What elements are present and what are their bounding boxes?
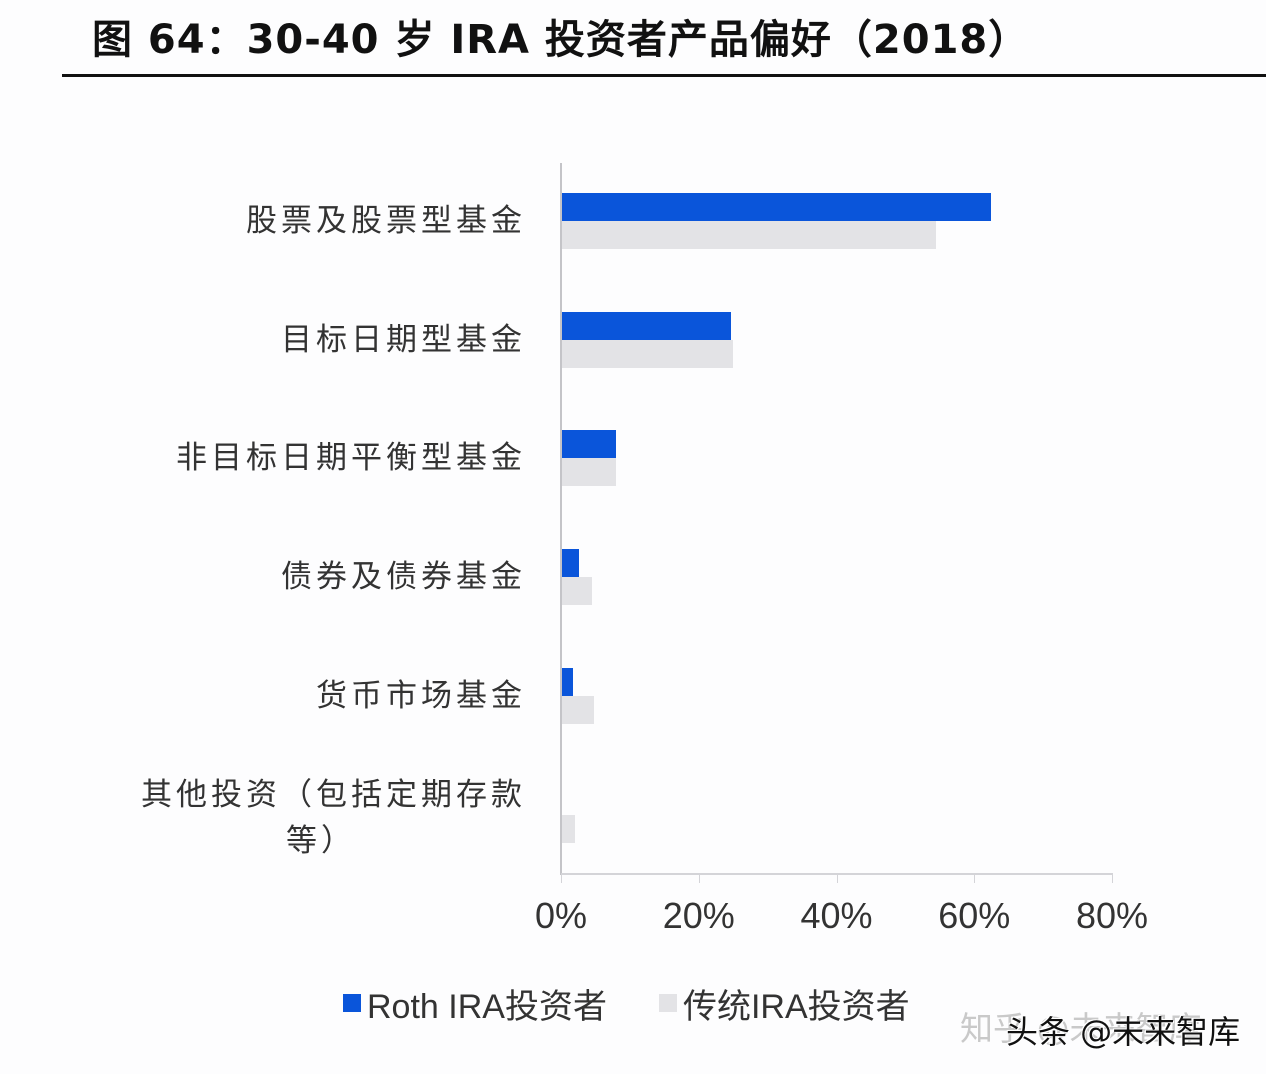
x-tick-label: 0% (534, 895, 588, 936)
bar-traditional (562, 221, 936, 249)
category-label-line: 债券及债券基金 (281, 559, 526, 595)
legend-label-roth: Roth IRA投资者 (367, 987, 607, 1026)
x-tick-label: 20% (662, 895, 735, 936)
watermark: 知乎 @未来智库 头条 @未来智库 (960, 1002, 1260, 1052)
category-label-line: 目标日期型基金 (281, 322, 526, 358)
x-tick-label: 80% (1075, 895, 1149, 936)
category-label-line: 货币市场基金 (316, 678, 526, 714)
x-tick (1112, 873, 1113, 883)
watermark-toutiao: 头条 @未来智库 (1006, 1013, 1241, 1051)
category-label: 货币市场基金 (316, 673, 526, 719)
bar-roth (562, 430, 617, 458)
bar-roth (562, 549, 579, 577)
x-tick-label: 40% (800, 895, 873, 936)
legend-swatch-roth (343, 994, 361, 1012)
category-label: 债券及债券基金 (281, 554, 526, 600)
x-tick (974, 873, 976, 883)
bar-traditional (562, 577, 592, 605)
legend-label-traditional: 传统IRA投资者 (682, 987, 910, 1026)
chart-title: 图 64：30-40 岁 IRA 投资者产品偏好（2018） (92, 17, 1030, 63)
category-label: 股票及股票型基金 (246, 198, 526, 244)
bar-traditional (562, 340, 734, 368)
legend-item-traditional: 传统IRA投资者 (658, 979, 910, 1028)
category-label: 非目标日期平衡型基金 (176, 435, 526, 481)
bar-roth (562, 312, 732, 340)
category-label: 目标日期型基金 (281, 317, 526, 363)
bar-traditional (562, 696, 595, 724)
x-tick-label: 60% (938, 895, 1011, 936)
legend-item-roth: Roth IRA投资者 (343, 979, 607, 1028)
bar-traditional (562, 458, 617, 486)
category-label-line: 等） (286, 823, 356, 859)
category-label: 其他投资（包括定期存款等） (141, 772, 526, 864)
category-label-line: 非目标日期平衡型基金 (176, 440, 526, 476)
x-tick (561, 873, 562, 883)
category-label-line: 其他投资（包括定期存款 (141, 777, 526, 813)
category-label-line: 股票及股票型基金 (246, 203, 526, 239)
y-axis (560, 163, 562, 875)
bar-roth (562, 193, 991, 221)
x-tick (836, 873, 838, 883)
watermark-zhihu: 知乎 @未来智库 (960, 1009, 1202, 1048)
legend: Roth IRA投资者 传统IRA投资者 (343, 980, 962, 1026)
bar-roth (562, 668, 573, 696)
x-tick (698, 873, 700, 883)
title-divider (62, 74, 1266, 77)
bar-traditional (562, 815, 576, 843)
legend-swatch-traditional (658, 994, 677, 1012)
